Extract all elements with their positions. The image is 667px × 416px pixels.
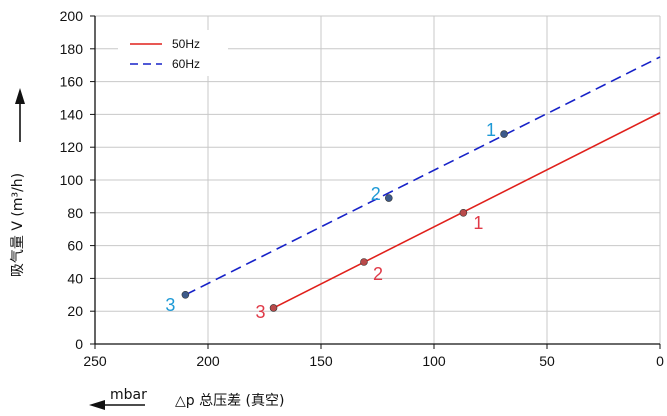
y-tick-labels: 0 20 40 60 80 100 120 140 160 180 200 [60, 8, 84, 352]
legend: 50Hz 60Hz [118, 30, 228, 76]
y-tick-label: 80 [67, 205, 83, 221]
x-tick-label: 100 [422, 353, 446, 369]
x-axis-label: △p 总压差 (真空) [175, 393, 284, 409]
y-axis-arrow [15, 88, 25, 142]
legend-box [118, 30, 228, 76]
plot-frame [94, 16, 660, 345]
y-tick-label: 120 [60, 139, 84, 155]
point-label-50hz: 1 [473, 213, 483, 233]
y-tick-label: 20 [67, 303, 83, 319]
series-group: 3 2 1 3 2 1 [165, 56, 661, 322]
y-tick-label: 100 [60, 172, 84, 188]
y-tick-label: 140 [60, 106, 84, 122]
y-tick-label: 160 [60, 74, 84, 90]
x-axis-unit: mbar [110, 387, 147, 403]
point-label-50hz: 2 [373, 264, 383, 284]
data-point-60hz [384, 194, 393, 202]
y-tick-label: 60 [67, 238, 83, 254]
x-axis-arrow [89, 400, 145, 410]
series-line-50hz [273, 112, 661, 309]
series-line-60hz [185, 56, 661, 296]
x-tick-label: 200 [196, 353, 220, 369]
y-tick-label: 180 [60, 41, 84, 57]
point-label-60hz: 2 [371, 184, 381, 204]
point-label-60hz: 1 [486, 120, 496, 140]
x-tick-labels: 250 200 150 100 50 0 [83, 353, 664, 369]
y-tick-label: 200 [60, 8, 84, 24]
data-point-60hz [500, 130, 508, 138]
data-point-50hz [269, 304, 278, 312]
legend-label-50hz: 50Hz [172, 37, 200, 51]
point-label-60hz: 3 [165, 295, 175, 315]
x-tick-label: 50 [539, 353, 555, 369]
y-axis-label: 吸气量 V (m³/h) [10, 173, 26, 277]
x-tick-label: 250 [83, 353, 107, 369]
data-point-50hz [360, 258, 368, 266]
point-label-50hz: 3 [256, 302, 266, 322]
x-tick-label: 0 [656, 353, 664, 369]
data-point-50hz [459, 209, 468, 217]
y-tick-label: 0 [75, 336, 83, 352]
y-tick-label: 40 [67, 270, 83, 286]
x-tick-label: 150 [309, 353, 333, 369]
legend-label-60hz: 60Hz [172, 57, 200, 71]
data-point-60hz [181, 290, 190, 299]
